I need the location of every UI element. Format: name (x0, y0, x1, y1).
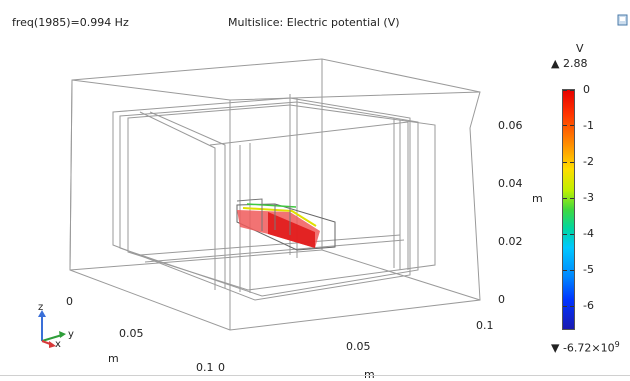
colorbar-tick-label: -2 (583, 155, 594, 168)
colorbar-tick-mark (570, 234, 574, 235)
colorbar-tick-mark (563, 234, 567, 235)
x-tick: 0 (218, 361, 225, 374)
axis-orientation-icon: z y x (28, 297, 88, 350)
export-image-icon[interactable] (617, 11, 628, 26)
colorbar-min-value: ▼ -6.72×10 (551, 341, 615, 355)
colorbar-tick-mark (563, 198, 567, 199)
z-tick: 0.02 (498, 235, 523, 248)
inner-frame-3 (127, 104, 436, 291)
potential-slice (236, 198, 336, 251)
z-axis-unit: m (532, 192, 543, 205)
colorbar-tick-label: 0 (583, 83, 590, 96)
y-tick: 0.05 (119, 327, 144, 340)
outer-box-back-bottom (69, 249, 323, 271)
colorbar-unit: V (576, 42, 584, 55)
frequency-label: freq(1985)=0.994 Hz (12, 16, 129, 29)
colorbar-max-label: ▲ 2.88 (551, 57, 588, 70)
colorbar-tick-mark (563, 306, 567, 307)
colorbar-tick-mark (563, 90, 567, 91)
colorbar-tick-mark (570, 198, 574, 199)
inner-frame-floor-lines (139, 234, 405, 263)
colorbar-tick-mark (570, 306, 574, 307)
outer-box-top-front (71, 79, 481, 101)
x-axis-unit: m (364, 369, 375, 380)
colorbar-tick-label: -3 (583, 191, 594, 204)
colorbar-tick-mark (563, 270, 567, 271)
inner-frame-left-verticals (112, 112, 129, 252)
outer-box-edges (69, 58, 481, 331)
y-tick: 0.1 (196, 361, 214, 374)
colorbar-tick-label: -6 (583, 299, 594, 312)
colorbar-tick-label: -5 (583, 263, 594, 276)
colorbar-min-label: ▼ -6.72×109 (551, 341, 620, 354)
z-tick: 0 (498, 293, 505, 306)
triad-x-label: x (55, 339, 61, 350)
inner-frame-2 (119, 101, 419, 297)
z-tick: 0.04 (498, 177, 523, 190)
y-tick: 0 (66, 295, 73, 308)
plot-title: Multislice: Electric potential (V) (228, 16, 400, 29)
divider (0, 375, 630, 376)
x-tick: 0.1 (476, 319, 494, 332)
colorbar-tick-mark (570, 270, 574, 271)
outer-box-left-vertical (69, 79, 73, 271)
inner-frame-left-columns (139, 111, 226, 290)
z-tick: 0.06 (498, 119, 523, 132)
colorbar-tick-mark (570, 90, 574, 91)
inner-frame-right-columns (289, 94, 401, 270)
colorbar-min-exponent: 9 (614, 340, 620, 349)
colorbar (562, 89, 575, 330)
x-tick: 0.05 (346, 340, 371, 353)
triad-y-label: y (68, 329, 74, 340)
triad-z-label: z (38, 302, 44, 313)
colorbar-tick-label: -1 (583, 119, 594, 132)
colorbar-tick-mark (570, 125, 574, 126)
colorbar-tick-mark (563, 125, 567, 126)
colorbar-tick-label: -4 (583, 227, 594, 240)
y-axis-unit: m (108, 352, 119, 365)
colorbar-tick-mark (570, 162, 574, 163)
colorbar-tick-mark (563, 162, 567, 163)
outer-box-back-vertical (321, 59, 481, 301)
